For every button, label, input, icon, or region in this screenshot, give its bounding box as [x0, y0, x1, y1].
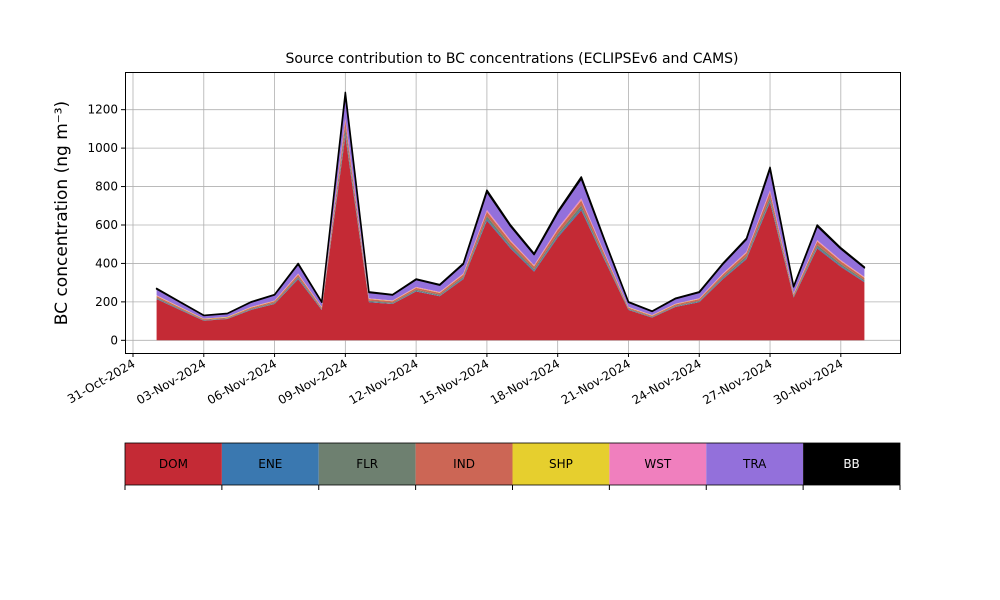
x-tick-label: 12-Nov-2024	[346, 356, 420, 407]
legend-label: BB	[843, 457, 859, 471]
y-tick-label: 200	[95, 295, 118, 309]
legend-swatch	[512, 443, 610, 485]
legend-label: FLR	[356, 457, 378, 471]
x-tick-label: 30-Nov-2024	[771, 356, 845, 407]
x-tick-label: 18-Nov-2024	[488, 356, 562, 407]
axes-frame	[125, 72, 901, 354]
area-dom	[156, 136, 865, 341]
legend-label: SHP	[549, 457, 573, 471]
legend-swatch	[706, 443, 804, 485]
x-tick-label: 24-Nov-2024	[630, 356, 704, 407]
y-tick-label: 1000	[87, 141, 118, 155]
legend-label: WST	[644, 457, 671, 471]
legend-label: IND	[453, 457, 475, 471]
legend-swatch	[609, 443, 707, 485]
legend-swatch	[803, 443, 900, 485]
legend: DOM ENE FLR IND SHP WST TRA BB	[124, 442, 901, 490]
legend-swatch	[125, 443, 222, 485]
x-tick-label: 06-Nov-2024	[205, 356, 279, 407]
legend-label: DOM	[159, 457, 188, 471]
legend-label: ENE	[258, 457, 282, 471]
y-axis-label: BC concentration (ng m⁻³)	[52, 101, 72, 325]
y-tick-label: 0	[110, 333, 118, 347]
y-tick-label: 800	[95, 180, 118, 194]
x-tick-label: 31-Oct-2024	[65, 356, 137, 406]
legend-swatch	[221, 443, 319, 485]
x-tick-label: 21-Nov-2024	[559, 356, 633, 407]
plot-area	[155, 91, 866, 341]
legend-label: TRA	[742, 457, 767, 471]
legend-swatch	[415, 443, 513, 485]
area-bb	[155, 91, 866, 317]
y-tick-label: 600	[95, 218, 118, 232]
x-tick-label: 09-Nov-2024	[276, 356, 350, 407]
x-tick-label: 03-Nov-2024	[134, 356, 208, 407]
x-tick-label: 15-Nov-2024	[417, 356, 491, 407]
legend-swatch	[318, 443, 416, 485]
chart-title: Source contribution to BC concentrations…	[285, 51, 738, 67]
y-tick-label: 1200	[87, 103, 118, 117]
y-tick-label: 400	[95, 256, 118, 270]
x-tick-label: 27-Nov-2024	[700, 356, 774, 407]
